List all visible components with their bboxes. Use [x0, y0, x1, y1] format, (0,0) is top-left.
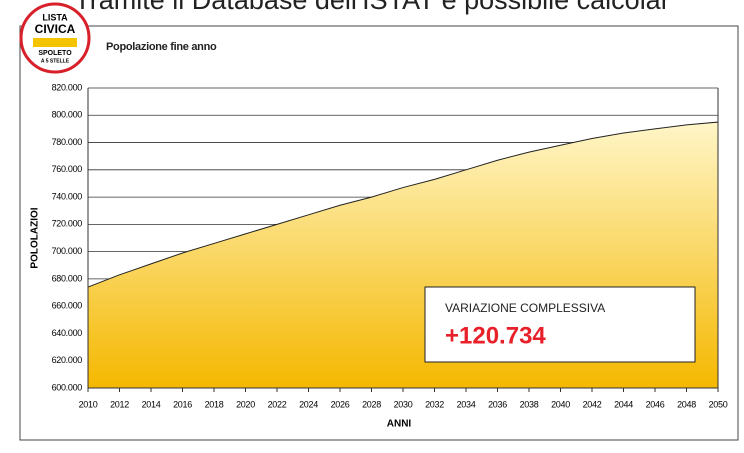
y-axis-label: POLOLAZIOI [30, 207, 41, 268]
x-tick-label: 2050 [709, 399, 728, 409]
x-tick-label: 2026 [331, 399, 350, 409]
y-tick-label: 780.000 [52, 137, 83, 147]
x-tick-label: 2014 [142, 399, 161, 409]
x-axis-label: ANNI [387, 419, 412, 430]
y-tick-label: 660.000 [52, 301, 83, 311]
x-tick-label: 2042 [583, 399, 602, 409]
logo: LISTA CIVICA SPOLETO A 5 STELLE [19, 2, 91, 74]
x-tick-label: 2030 [394, 399, 413, 409]
logo-text: CIVICA [35, 22, 76, 36]
chart-title: Popolazione fine anno [106, 41, 217, 53]
y-tick-label: 760.000 [52, 164, 83, 174]
x-tick-label: 2022 [268, 399, 287, 409]
y-tick-label: 680.000 [52, 273, 83, 283]
x-tick-label: 2016 [173, 399, 192, 409]
x-tick-label: 2034 [457, 399, 476, 409]
x-tick-label: 2028 [362, 399, 381, 409]
y-tick-label: 700.000 [52, 246, 83, 256]
annotation-box [424, 286, 696, 363]
y-tick-label: 800.000 [52, 110, 83, 120]
x-tick-label: 2032 [425, 399, 444, 409]
x-tick-label: 2012 [110, 399, 129, 409]
logo-text: LISTA [42, 12, 68, 22]
logo-text: SPOLETO [38, 50, 72, 57]
header-text: Tramite il Database dell'ISTAT è possibi… [74, 0, 669, 15]
y-tick-label: 620.000 [52, 355, 83, 365]
logo-stars [33, 38, 77, 47]
y-tick-label: 720.000 [52, 219, 83, 229]
x-tick-label: 2036 [488, 399, 507, 409]
x-tick-label: 2046 [646, 399, 665, 409]
x-tick-label: 2040 [551, 399, 570, 409]
y-tick-label: 740.000 [52, 191, 83, 201]
x-tick-label: 2020 [236, 399, 255, 409]
logo-text: A 5 STELLE [41, 58, 70, 64]
x-tick-label: 2044 [614, 399, 633, 409]
annotation: VARIAZIONE COMPLESSIVA +120.734 [424, 286, 696, 363]
y-tick-label: 820.000 [52, 82, 83, 92]
x-tick-label: 2018 [205, 399, 224, 409]
annotation-title: VARIAZIONE COMPLESSIVA [445, 301, 605, 315]
x-tick-label: 2024 [299, 399, 318, 409]
y-tick-label: 640.000 [52, 328, 83, 338]
x-tick-label: 2038 [520, 399, 539, 409]
x-tick-label: 2048 [677, 399, 696, 409]
annotation-value: +120.734 [445, 322, 546, 349]
y-tick-label: 600.000 [52, 382, 83, 392]
x-tick-label: 2010 [79, 399, 98, 409]
